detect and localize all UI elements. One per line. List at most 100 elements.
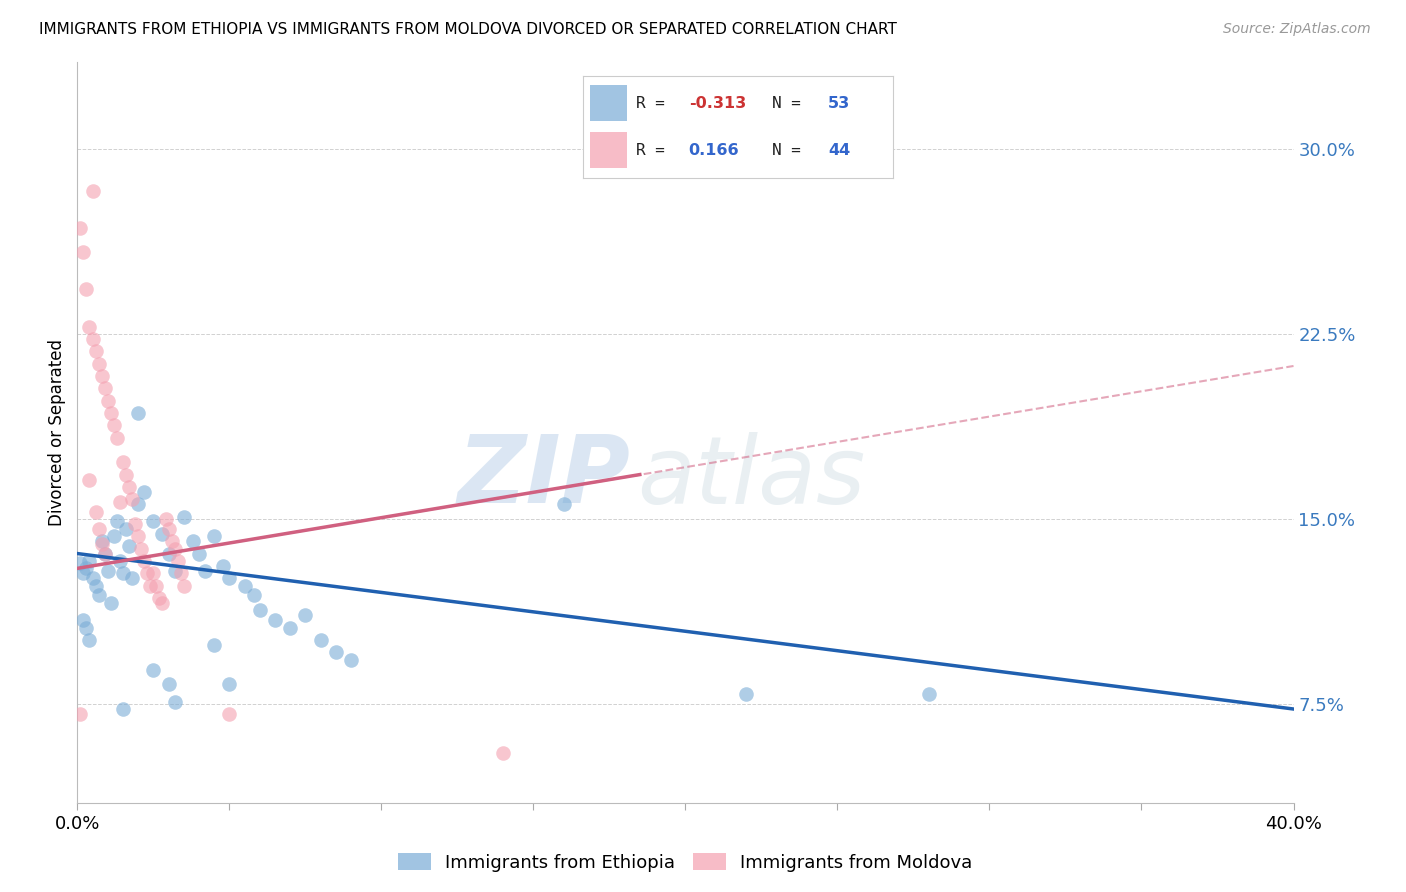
Point — [90, 536, 112, 550]
Point — [84, 505, 107, 519]
Point — [127, 497, 149, 511]
Text: IMMIGRANTS FROM ETHIOPIA VS IMMIGRANTS FROM MOLDOVA DIVORCED OR SEPARATED CORREL: IMMIGRANTS FROM ETHIOPIA VS IMMIGRANTS F… — [39, 22, 897, 37]
Text: N =: N = — [772, 95, 811, 111]
Point — [181, 534, 204, 549]
Point — [69, 220, 91, 235]
Point — [148, 591, 170, 605]
Point — [170, 566, 193, 581]
Point — [157, 547, 180, 561]
Point — [105, 515, 128, 529]
Point — [249, 603, 271, 617]
Point — [735, 687, 758, 701]
Point — [118, 480, 141, 494]
Point — [212, 558, 235, 573]
Point — [124, 516, 146, 531]
Point — [173, 509, 195, 524]
Point — [97, 393, 120, 408]
Point — [264, 613, 287, 627]
Point — [202, 638, 225, 652]
Point — [84, 344, 107, 359]
Point — [134, 484, 156, 499]
Point — [111, 455, 134, 469]
Text: R =: R = — [636, 143, 685, 158]
Text: ZIP: ZIP — [458, 431, 631, 523]
Point — [163, 564, 186, 578]
Point — [188, 547, 211, 561]
Point — [69, 706, 91, 721]
Point — [105, 431, 128, 445]
Point — [115, 522, 138, 536]
Point — [108, 554, 131, 568]
Text: R =: R = — [636, 95, 675, 111]
Text: N =: N = — [772, 143, 811, 158]
Point — [142, 663, 165, 677]
Point — [90, 534, 112, 549]
Point — [152, 596, 174, 610]
Point — [75, 621, 97, 635]
Y-axis label: Divorced or Separated: Divorced or Separated — [48, 339, 66, 526]
Point — [163, 541, 186, 556]
Point — [84, 579, 107, 593]
Text: 0.166: 0.166 — [689, 143, 740, 158]
Point — [139, 579, 162, 593]
Point — [111, 702, 134, 716]
Text: 44: 44 — [828, 143, 851, 158]
Point — [127, 529, 149, 543]
Point — [87, 522, 110, 536]
Point — [309, 632, 332, 647]
Point — [218, 706, 240, 721]
Point — [75, 283, 97, 297]
Point — [82, 184, 104, 198]
Point — [492, 747, 515, 761]
Point — [145, 579, 167, 593]
Point — [103, 418, 125, 433]
Point — [157, 677, 180, 691]
Point — [155, 512, 177, 526]
Point — [142, 566, 165, 581]
Point — [142, 515, 165, 529]
Point — [134, 554, 156, 568]
Point — [118, 539, 141, 553]
Point — [103, 529, 125, 543]
Point — [194, 564, 217, 578]
Point — [72, 245, 94, 260]
Point — [160, 534, 183, 549]
Point — [72, 613, 94, 627]
Point — [163, 695, 186, 709]
Point — [121, 492, 143, 507]
Point — [79, 632, 101, 647]
Point — [127, 406, 149, 420]
Point — [136, 566, 159, 581]
Point — [918, 687, 941, 701]
Point — [87, 357, 110, 371]
Point — [157, 522, 180, 536]
Point — [90, 368, 112, 383]
Point — [100, 406, 122, 420]
Point — [129, 541, 152, 556]
Point — [325, 645, 347, 659]
Point — [79, 319, 101, 334]
Point — [111, 566, 134, 581]
Point — [173, 579, 195, 593]
Point — [93, 381, 115, 395]
Point — [97, 564, 120, 578]
Point — [121, 571, 143, 585]
Point — [69, 557, 91, 571]
Bar — [589, 85, 627, 121]
Point — [294, 608, 316, 623]
Point — [218, 571, 240, 585]
Point — [87, 589, 110, 603]
Point — [82, 571, 104, 585]
Point — [115, 467, 138, 482]
Point — [218, 677, 240, 691]
Text: atlas: atlas — [637, 432, 865, 523]
Point — [152, 526, 174, 541]
Point — [202, 529, 225, 543]
Point — [108, 494, 131, 508]
Point — [79, 554, 101, 568]
Point — [72, 566, 94, 581]
Point — [340, 653, 363, 667]
Legend: Immigrants from Ethiopia, Immigrants from Moldova: Immigrants from Ethiopia, Immigrants fro… — [391, 846, 980, 879]
Text: Source: ZipAtlas.com: Source: ZipAtlas.com — [1223, 22, 1371, 37]
Bar — [589, 132, 627, 168]
